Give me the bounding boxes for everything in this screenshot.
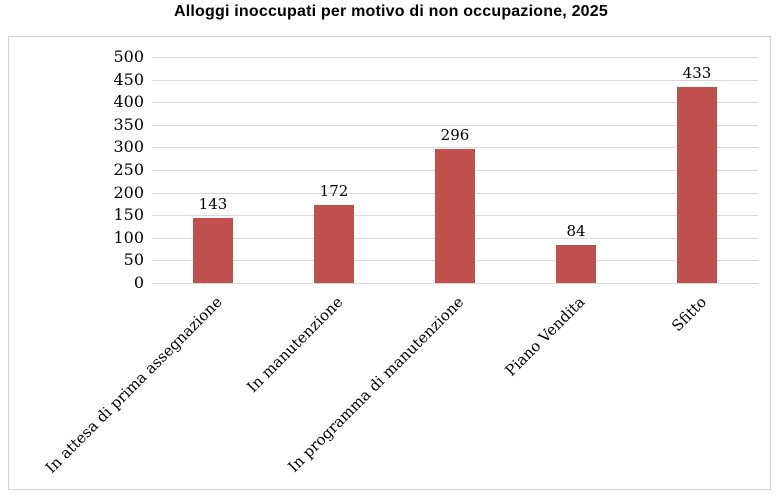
gridline — [152, 283, 758, 284]
y-tick-label: 400 — [113, 92, 144, 111]
y-tick-label: 250 — [113, 160, 144, 179]
bar — [556, 245, 596, 283]
bar-value-label: 143 — [198, 195, 228, 213]
category-label: In attesa di prima assegnazione — [41, 293, 226, 477]
bar-value-label: 84 — [566, 222, 586, 240]
chart-frame: 0 50 100 150 200 250 300 350 400 450 500 143 172 296… — [8, 36, 771, 490]
y-tick-label: 100 — [113, 228, 144, 247]
bar — [677, 87, 717, 283]
y-tick-label: 50 — [123, 250, 144, 269]
bar — [193, 218, 233, 283]
gridline — [152, 125, 758, 126]
chart-title: Alloggi inoccupati per motivo di non occ… — [174, 3, 608, 20]
y-tick-label: 200 — [113, 183, 144, 202]
y-tick-label: 0 — [133, 273, 144, 292]
y-tick-label: 300 — [113, 137, 144, 156]
bar-value-label: 433 — [682, 64, 712, 82]
category-label: Piano Vendita — [501, 293, 589, 380]
y-tick-label: 500 — [113, 47, 144, 66]
gridline — [152, 147, 758, 148]
category-label: Sfitto — [667, 293, 710, 335]
bar-value-label: 296 — [440, 126, 470, 144]
gridline — [152, 57, 758, 58]
gridline — [152, 102, 758, 103]
category-label: In manutenzione — [243, 293, 347, 397]
bar — [314, 205, 354, 283]
bar-value-label: 172 — [319, 182, 349, 200]
gridline — [152, 80, 758, 81]
y-tick-label: 150 — [113, 205, 144, 224]
y-tick-label: 450 — [113, 70, 144, 89]
y-tick-label: 350 — [113, 115, 144, 134]
bar — [435, 149, 475, 283]
